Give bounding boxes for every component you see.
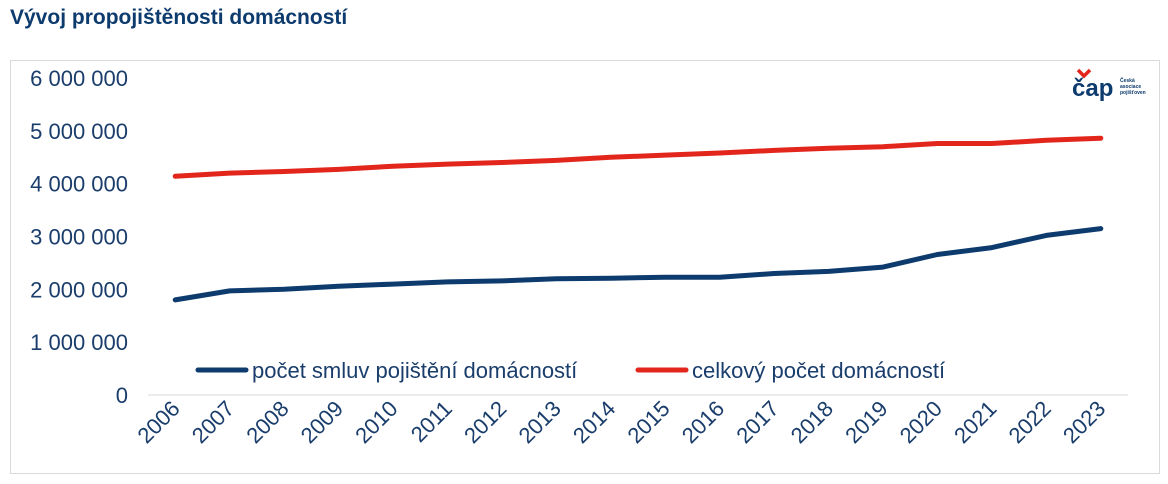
x-tick-label: 2023 bbox=[1058, 396, 1110, 448]
logo-line2: asociace bbox=[1120, 84, 1141, 90]
chart-frame bbox=[10, 60, 1160, 474]
x-tick-label: 2013 bbox=[514, 396, 566, 448]
series-line-1 bbox=[172, 135, 1104, 179]
logo-line1: Česká bbox=[1120, 77, 1135, 84]
x-tick-label: 2018 bbox=[786, 396, 838, 448]
y-tick-label: 3 000 000 bbox=[30, 225, 128, 250]
x-tick-label: 2016 bbox=[677, 396, 729, 448]
x-tick-label: 2011 bbox=[406, 396, 457, 447]
logo: čap Česká asociace pojišťoven bbox=[1072, 68, 1146, 102]
x-tick-label: 2021 bbox=[949, 396, 1001, 448]
y-tick-label: 0 bbox=[116, 383, 128, 408]
y-tick-label: 4 000 000 bbox=[30, 172, 128, 197]
page-title: Vývoj propojištěnosti domácností bbox=[10, 6, 348, 29]
x-tick-label: 2008 bbox=[241, 396, 293, 448]
logo-line3: pojišťoven bbox=[1120, 90, 1146, 96]
logo-accent-icon bbox=[1076, 68, 1092, 79]
x-tick-label: 2017 bbox=[731, 396, 783, 448]
x-tick-label: 2007 bbox=[187, 396, 239, 448]
legend-label-0: počet smluv pojištění domácností bbox=[252, 358, 577, 383]
x-tick-label: 2019 bbox=[840, 396, 892, 448]
x-tick-label: 2020 bbox=[895, 396, 947, 448]
legend-label-1: celkový počet domácností bbox=[692, 358, 945, 383]
logo-text: čap bbox=[1072, 75, 1113, 102]
x-tick-label: 2014 bbox=[568, 396, 620, 448]
x-tick-label: 2006 bbox=[132, 396, 184, 448]
x-tick-label: 2009 bbox=[296, 396, 348, 448]
y-tick-label: 5 000 000 bbox=[30, 119, 128, 144]
y-tick-label: 1 000 000 bbox=[30, 330, 128, 355]
x-tick-label: 2015 bbox=[622, 396, 674, 448]
x-tick-label: 2012 bbox=[459, 396, 511, 448]
y-tick-label: 2 000 000 bbox=[30, 277, 128, 302]
series-line-0 bbox=[172, 226, 1104, 303]
x-tick-label: 2010 bbox=[350, 396, 402, 448]
y-tick-label: 6 000 000 bbox=[30, 66, 128, 91]
x-tick-label: 2022 bbox=[1004, 396, 1056, 448]
